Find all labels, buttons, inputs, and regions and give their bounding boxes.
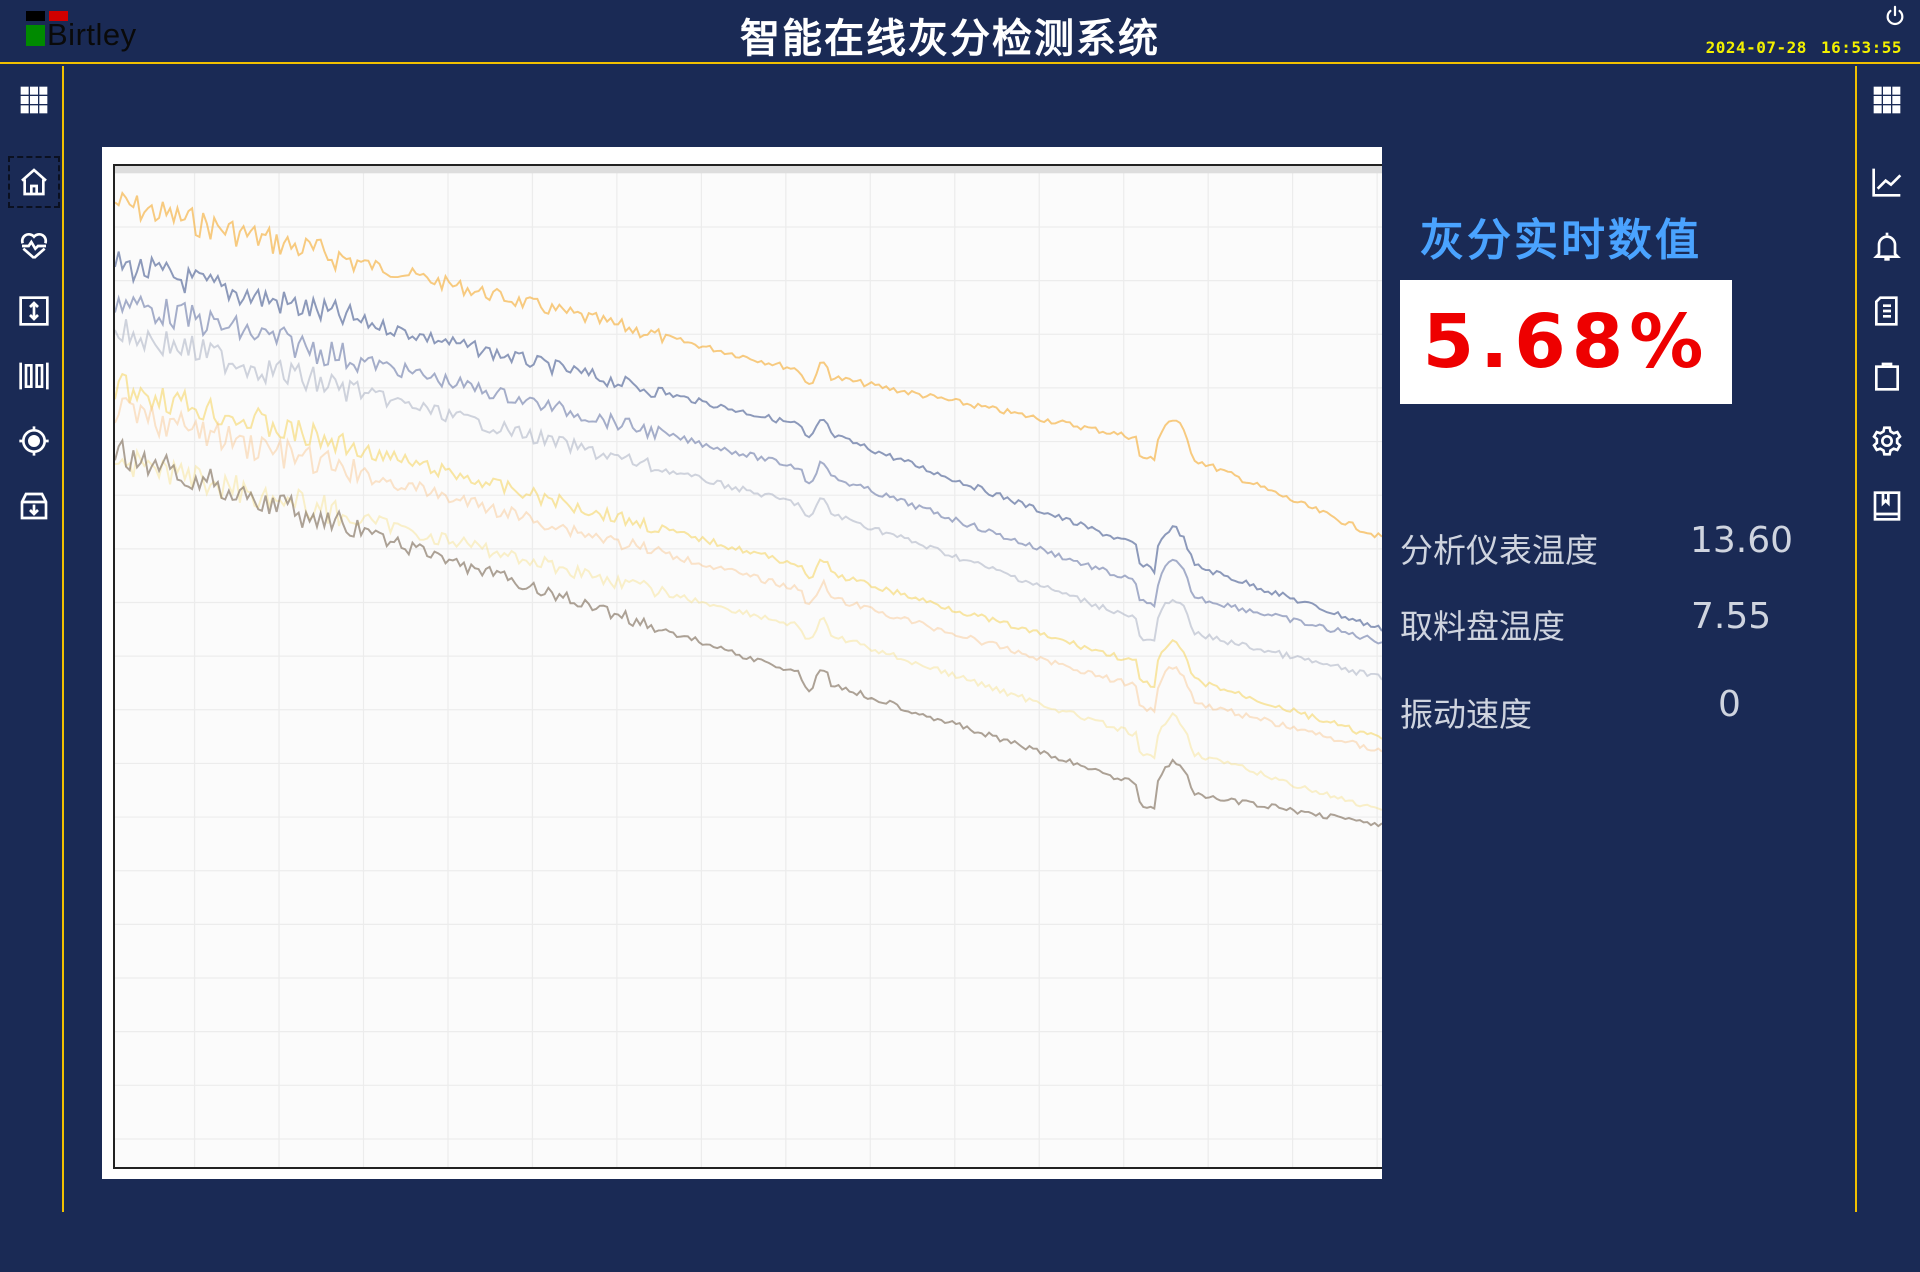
spectrum-svg bbox=[115, 166, 1382, 1167]
reading-value: 0 bbox=[1718, 684, 1741, 725]
heart-pulse-icon[interactable] bbox=[18, 230, 50, 262]
home-icon[interactable] bbox=[8, 156, 60, 208]
date-text: 2024-07-28 bbox=[1705, 38, 1807, 57]
grid-menu-icon[interactable] bbox=[18, 84, 50, 116]
ash-value-display: 5.68% bbox=[1400, 280, 1732, 404]
realtime-ash-title: 灰分实时数值 bbox=[1420, 215, 1702, 266]
clipboard-icon[interactable] bbox=[1871, 360, 1903, 392]
ash-value: 5.68% bbox=[1422, 299, 1710, 385]
reading-label: 取料盘温度 bbox=[1400, 607, 1565, 646]
reading-row-tray-temp: 取料盘温度 7.55 bbox=[1400, 596, 1800, 646]
target-icon[interactable] bbox=[18, 425, 50, 457]
line-chart-icon[interactable] bbox=[1871, 166, 1903, 198]
spectrum-line bbox=[115, 437, 1382, 828]
vertical-resize-icon[interactable] bbox=[18, 295, 50, 327]
spectrum-line bbox=[115, 294, 1382, 645]
archive-download-icon[interactable] bbox=[18, 490, 50, 522]
left-sidebar bbox=[0, 66, 64, 1212]
right-sidebar bbox=[1855, 66, 1920, 1212]
spectrum-line bbox=[115, 447, 1382, 811]
reading-value: 7.55 bbox=[1691, 596, 1772, 637]
datetime-display: 2024-07-28 16:53:55 bbox=[1706, 38, 1902, 57]
barcode-icon[interactable] bbox=[18, 360, 50, 392]
header-bar: Birtley 智能在线灰分检测系统 2024-07-28 16:53:55 bbox=[0, 0, 1920, 64]
spectrum-line bbox=[115, 397, 1382, 753]
reading-label: 振动速度 bbox=[1400, 695, 1532, 734]
logo-text: Birtley bbox=[47, 17, 137, 52]
birtley-logo: Birtley bbox=[26, 11, 156, 53]
spectrum-chart bbox=[113, 164, 1382, 1169]
reading-value: 13.60 bbox=[1690, 520, 1794, 561]
bell-icon[interactable] bbox=[1871, 230, 1903, 262]
time-text: 16:53:55 bbox=[1820, 38, 1902, 57]
spectrum-line bbox=[115, 190, 1382, 539]
book-icon[interactable] bbox=[1871, 490, 1903, 522]
power-icon[interactable] bbox=[1884, 5, 1906, 27]
grid-menu-icon[interactable] bbox=[1871, 84, 1903, 116]
spectrum-chart-panel bbox=[102, 147, 1382, 1179]
spectrum-line bbox=[115, 319, 1382, 681]
spectrum-line bbox=[115, 251, 1382, 632]
spectrum-line bbox=[115, 372, 1382, 740]
reading-label: 分析仪表温度 bbox=[1400, 531, 1598, 570]
reading-row-vibration: 振动速度 0 bbox=[1400, 684, 1800, 734]
document-icon[interactable] bbox=[1871, 295, 1903, 327]
reading-row-analyzer-temp: 分析仪表温度 13.60 bbox=[1400, 520, 1800, 570]
gear-icon[interactable] bbox=[1871, 425, 1903, 457]
app-title: 智能在线灰分检测系统 bbox=[740, 16, 1160, 62]
